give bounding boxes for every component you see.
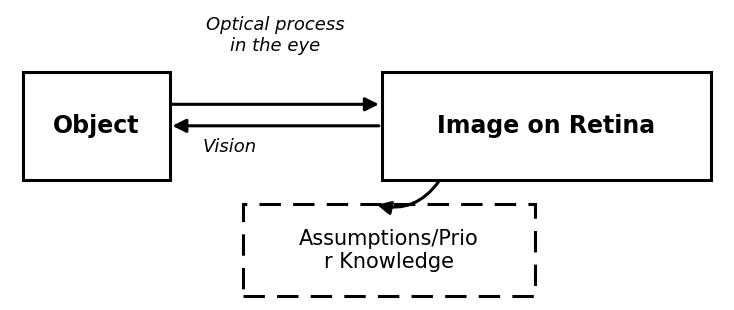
Text: Object: Object xyxy=(53,114,139,138)
FancyBboxPatch shape xyxy=(23,72,170,179)
FancyBboxPatch shape xyxy=(243,204,535,296)
Text: Assumptions/Prio
r Knowledge: Assumptions/Prio r Knowledge xyxy=(299,229,479,272)
Text: Optical process
in the eye: Optical process in the eye xyxy=(206,16,345,55)
Text: Image on Retina: Image on Retina xyxy=(437,114,655,138)
Text: Vision: Vision xyxy=(203,138,257,156)
FancyBboxPatch shape xyxy=(382,72,711,179)
